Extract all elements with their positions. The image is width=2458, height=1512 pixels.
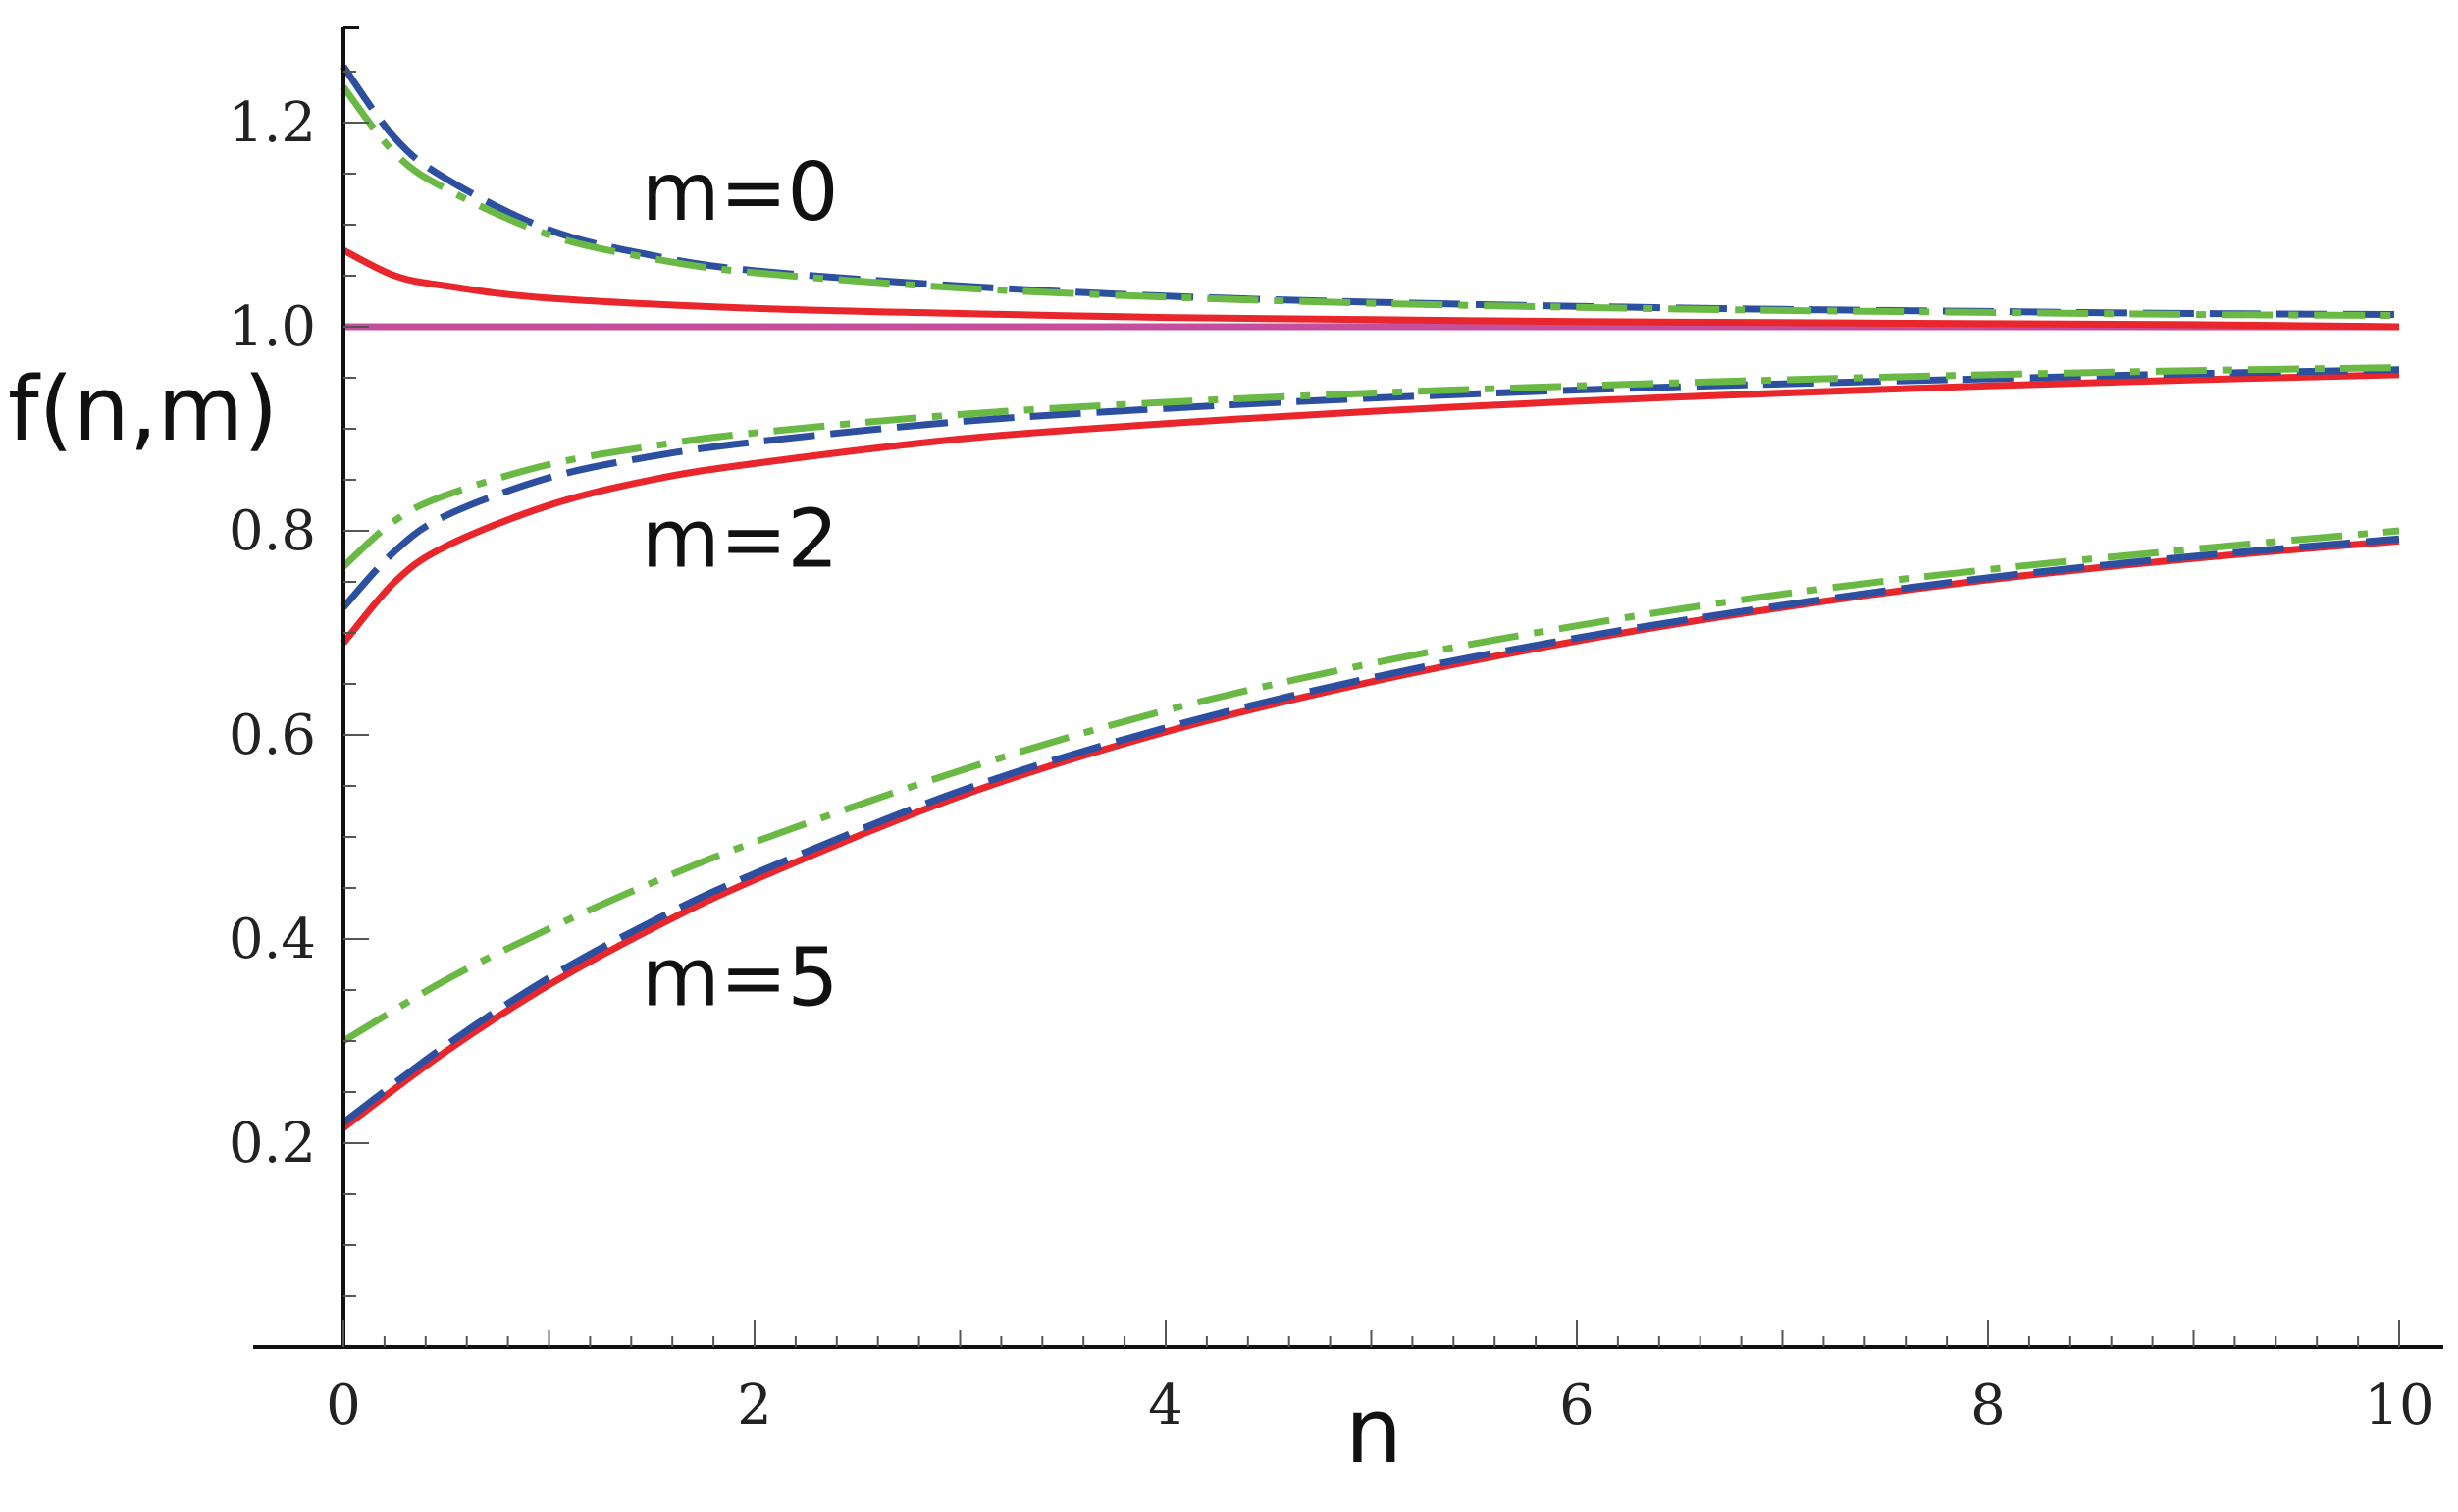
x-tick-label: 0 (326, 1374, 361, 1437)
series-line-m2-dashed (340, 366, 2400, 610)
y-tick-label: 0.8 (229, 499, 316, 563)
tick-labels: 0 2 4 6 8 10 0.2 0.4 0.6 0.8 1.0 1.2 (229, 91, 2434, 1437)
y-axis-title: f(n,m) (8, 358, 278, 461)
annotations: m=0 m=2 m=5 (642, 146, 839, 1025)
annotation-label: m=5 (642, 932, 839, 1025)
annotation-label: m=2 (642, 493, 839, 586)
x-tick-label: 4 (1148, 1374, 1183, 1437)
y-tick-label: 0.2 (229, 1112, 316, 1175)
series-line-m2-dashdot (340, 364, 2400, 570)
x-tick-label: 6 (1559, 1374, 1595, 1437)
series-line-m5-dashed (340, 535, 2400, 1125)
x-tick-label: 2 (737, 1374, 772, 1437)
series-line-m2-solid (340, 371, 2400, 646)
ticks (342, 71, 2400, 1347)
series-layer (340, 64, 2400, 1131)
annotation-label: m=0 (642, 146, 839, 239)
y-tick-label: 1.2 (229, 91, 316, 155)
x-axis-title: n (1345, 1379, 1402, 1484)
y-tick-label: 0.4 (229, 908, 316, 971)
y-tick-label: 1.0 (229, 295, 316, 359)
axes (253, 26, 2443, 1349)
series-line-m5-solid (340, 537, 2400, 1131)
series-line-m0-dashdot (340, 84, 2400, 320)
y-tick-label: 0.6 (229, 704, 316, 767)
x-tick-label: 8 (1970, 1374, 2006, 1437)
x-tick-label: 10 (2364, 1374, 2433, 1437)
series-line-m0-solid (341, 246, 2400, 331)
